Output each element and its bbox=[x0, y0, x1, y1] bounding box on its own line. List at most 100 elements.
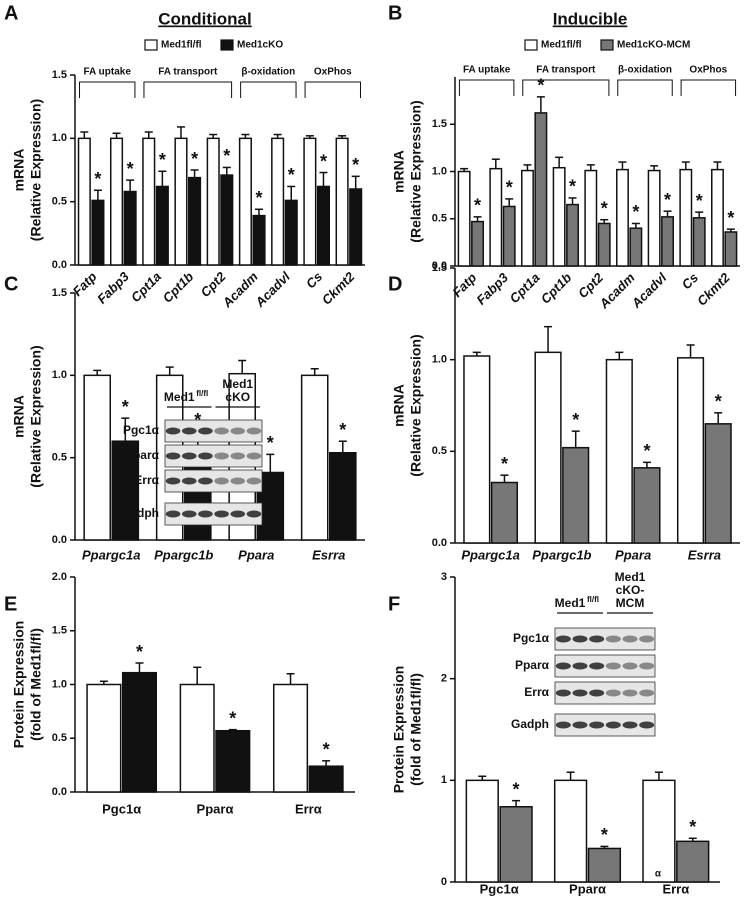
error-bar bbox=[631, 222, 640, 229]
error-bar bbox=[472, 351, 481, 356]
blot-band bbox=[572, 662, 588, 670]
x-tick-label: Pgc1α bbox=[102, 801, 141, 816]
group-bracket bbox=[304, 81, 361, 98]
blot-strip bbox=[554, 654, 656, 678]
bar bbox=[349, 188, 363, 266]
legend-label: Med1cKO bbox=[237, 40, 283, 51]
bar bbox=[633, 467, 661, 544]
bar bbox=[91, 199, 105, 266]
blot-band bbox=[165, 477, 181, 485]
blot-band bbox=[622, 721, 638, 729]
blot-band bbox=[555, 662, 571, 670]
error-bar bbox=[176, 126, 185, 139]
y-tick-label: 2.0 bbox=[52, 571, 67, 583]
annotation: α bbox=[655, 869, 662, 880]
x-tick-label: Cpt1a bbox=[507, 270, 543, 306]
x-tick-label: Ckmt2 bbox=[694, 269, 733, 308]
blot-row-label: Errα bbox=[134, 473, 159, 487]
bar bbox=[238, 137, 252, 266]
bar bbox=[616, 168, 629, 267]
x-tick-label: Ppargc1b bbox=[532, 547, 591, 562]
error-bar bbox=[112, 132, 121, 139]
group-bracket bbox=[522, 79, 610, 96]
y-tick-label: 0.5 bbox=[52, 196, 67, 208]
blot-band bbox=[246, 452, 262, 460]
error-bar bbox=[544, 325, 553, 353]
error-bar bbox=[713, 161, 722, 170]
blot-group-label: Med1 bbox=[615, 570, 646, 584]
bar bbox=[83, 374, 112, 541]
blot-band bbox=[214, 477, 229, 485]
bar bbox=[521, 169, 534, 267]
panel-letter: F bbox=[388, 593, 400, 615]
error-bar bbox=[338, 440, 347, 453]
bar bbox=[679, 168, 693, 267]
blot-strip bbox=[164, 419, 263, 443]
panel-letter: A bbox=[4, 2, 18, 24]
significance-marker: * bbox=[229, 708, 236, 728]
error-bar bbox=[654, 771, 663, 781]
blot-band bbox=[198, 477, 213, 485]
error-bar bbox=[93, 369, 102, 376]
y-axis-label: (Relative Expression) bbox=[28, 345, 44, 487]
significance-marker: * bbox=[501, 454, 508, 474]
panel-letter: E bbox=[4, 593, 17, 615]
bar bbox=[252, 214, 266, 266]
blot-band bbox=[572, 689, 588, 697]
error-bar bbox=[478, 775, 487, 781]
blot-band bbox=[622, 635, 638, 643]
error-bar bbox=[600, 218, 609, 224]
x-tick-label: Acadvl bbox=[628, 270, 670, 312]
error-bar bbox=[144, 131, 153, 139]
blot-group-label: Med1 bbox=[555, 596, 586, 610]
bar bbox=[109, 137, 124, 266]
error-bar bbox=[126, 179, 135, 192]
significance-marker: * bbox=[506, 178, 513, 198]
bar bbox=[552, 166, 566, 267]
blot-group-label: cKO bbox=[225, 390, 250, 404]
bar bbox=[711, 168, 724, 267]
significance-marker: * bbox=[223, 146, 230, 166]
blot-band bbox=[181, 452, 197, 460]
blot-band bbox=[605, 721, 621, 729]
blot-band bbox=[555, 635, 571, 643]
significance-marker: * bbox=[601, 825, 608, 845]
error-bar bbox=[286, 673, 295, 685]
bar bbox=[284, 199, 298, 266]
y-tick-label: 3 bbox=[441, 571, 447, 583]
bar bbox=[534, 112, 548, 267]
bar bbox=[587, 847, 622, 883]
x-tick-label: Pgc1α bbox=[480, 881, 519, 896]
blot-band bbox=[589, 721, 605, 729]
bar bbox=[490, 481, 519, 544]
panel-letter: B bbox=[388, 2, 402, 24]
blot-row-label: Pparα bbox=[515, 658, 550, 672]
error-bar bbox=[190, 169, 199, 178]
blot-row-label: Gadph bbox=[121, 506, 159, 520]
blot-group-label: MCM bbox=[616, 596, 645, 610]
y-tick-label: 1.0 bbox=[52, 678, 67, 690]
y-tick-label: 1.0 bbox=[52, 369, 67, 381]
significance-marker: * bbox=[569, 177, 576, 197]
blot-band bbox=[230, 477, 246, 485]
blot-row-label: Errα bbox=[524, 685, 549, 699]
significance-marker: * bbox=[122, 397, 129, 417]
y-tick-label: 0.0 bbox=[52, 259, 67, 271]
blot-band bbox=[572, 721, 588, 729]
blot-band bbox=[214, 452, 229, 460]
error-bar bbox=[695, 211, 704, 218]
x-tick-label: Cs bbox=[679, 270, 701, 292]
y-tick-label: 0.0 bbox=[432, 537, 447, 549]
significance-marker: * bbox=[537, 76, 544, 96]
blot-row-label: Pgc1α bbox=[513, 631, 550, 645]
blot-band bbox=[198, 452, 213, 460]
y-axis-label: (Relative Expression) bbox=[28, 99, 44, 241]
group-bracket bbox=[143, 81, 233, 98]
group-bracket bbox=[617, 79, 673, 96]
blot-band bbox=[165, 452, 181, 460]
blot-band bbox=[246, 427, 262, 435]
x-tick-label: Cpt1b bbox=[160, 269, 197, 306]
error-bar bbox=[566, 771, 575, 781]
error-bar bbox=[500, 474, 509, 483]
blot-strip bbox=[164, 469, 263, 493]
